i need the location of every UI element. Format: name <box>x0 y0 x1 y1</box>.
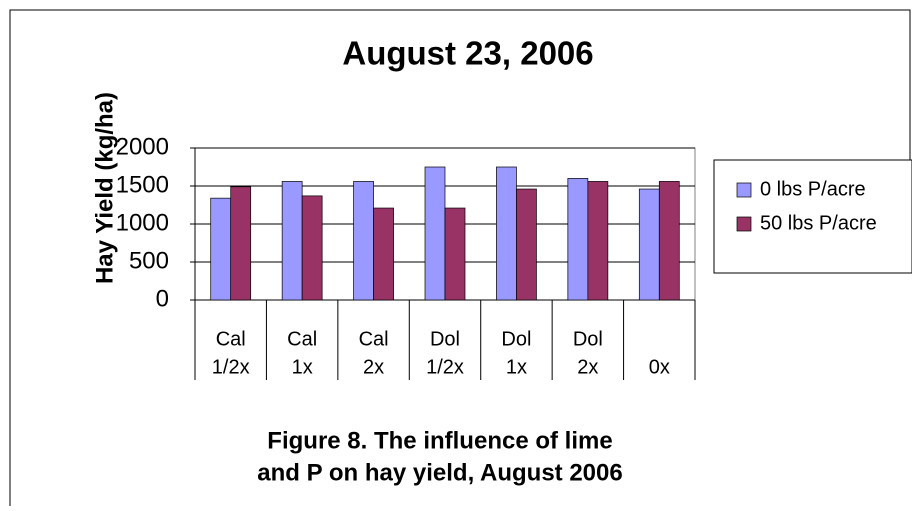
x-group-label: Dol <box>573 328 603 350</box>
bar <box>353 181 374 301</box>
bar <box>587 181 609 301</box>
caption: and P on hay yield, August 2006 <box>257 459 622 486</box>
y-axis-label: Hay Yield (kg/ha) <box>91 92 118 284</box>
bar <box>567 178 589 301</box>
bar <box>210 197 232 301</box>
bar <box>281 181 303 301</box>
bar <box>496 166 517 301</box>
y-tick-label: 2000 <box>116 133 169 160</box>
legend-swatch <box>736 216 752 232</box>
bar <box>638 188 660 301</box>
x-tick-label: 2x <box>577 356 598 378</box>
bar <box>373 207 394 301</box>
y-tick-label: 0 <box>156 285 169 312</box>
x-group-label: Cal <box>359 328 389 350</box>
legend-label: 0 lbs P/acre <box>760 178 866 200</box>
y-tick-label: 1500 <box>116 171 169 198</box>
x-group-label: Dol <box>430 328 460 350</box>
bar <box>424 166 446 301</box>
x-tick-label: 1/2x <box>212 356 250 378</box>
x-group-label: Cal <box>216 328 246 350</box>
y-tick-label: 1000 <box>116 209 169 236</box>
bar <box>444 207 466 301</box>
x-tick-label: 1x <box>506 356 527 378</box>
bar <box>230 186 252 301</box>
bar <box>516 188 537 301</box>
x-tick-label: 1x <box>292 356 313 378</box>
caption: Figure 8. The influence of lime <box>267 427 612 454</box>
bar <box>301 195 323 301</box>
x-group-label: Dol <box>501 328 531 350</box>
x-tick-label: 2x <box>363 356 384 378</box>
legend-box <box>713 159 912 274</box>
x-tick-label: 0x <box>649 356 670 378</box>
x-group-label: Cal <box>287 328 317 350</box>
chart-title: August 23, 2006 <box>342 35 593 72</box>
x-tick-label: 1/2x <box>426 356 464 378</box>
bar <box>658 181 680 301</box>
y-tick-label: 500 <box>129 247 169 274</box>
legend-label: 50 lbs P/acre <box>760 212 877 234</box>
legend-swatch <box>736 182 752 198</box>
chart-border <box>9 9 911 506</box>
